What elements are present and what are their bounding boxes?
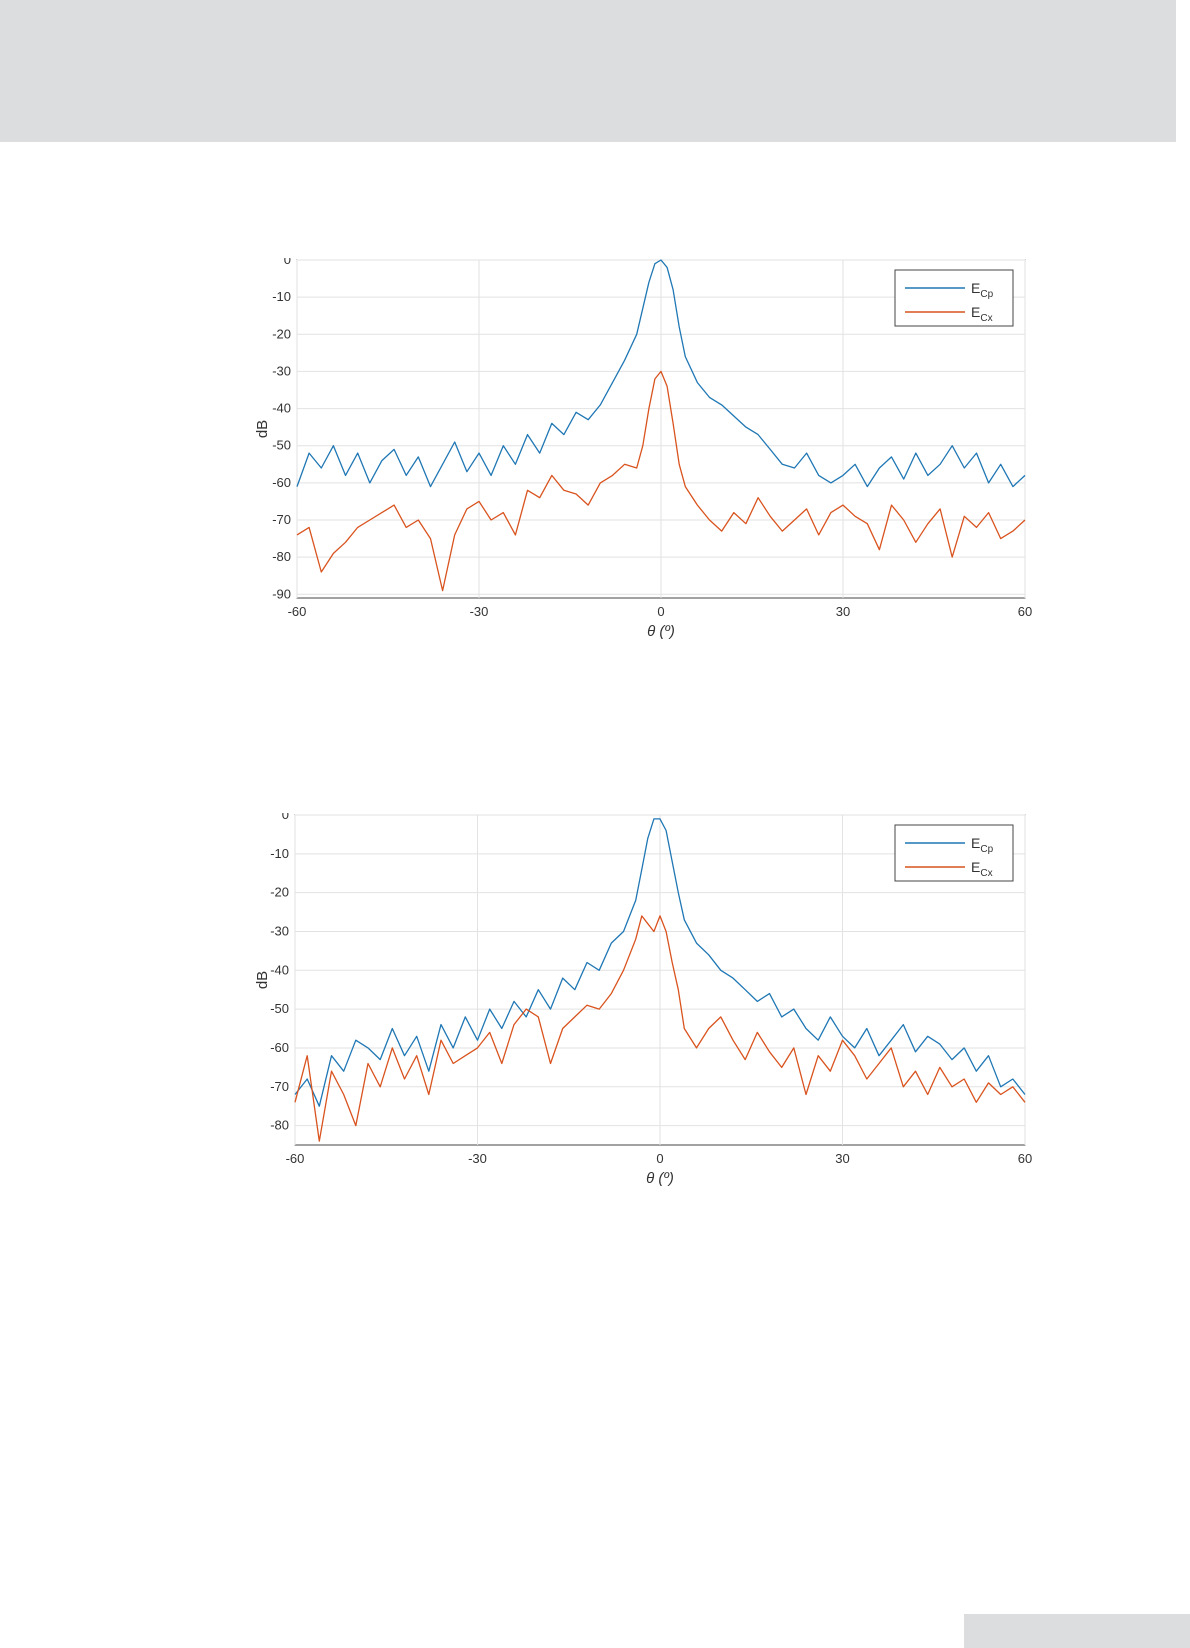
series-line-ecx	[296, 370, 1026, 592]
y-tick-label: -80	[272, 549, 291, 564]
legend-ecx-main: E	[971, 304, 980, 320]
y-tick-label: -10	[270, 846, 289, 861]
series-line-ecx	[294, 915, 1026, 1142]
header-band	[0, 0, 1176, 142]
legend: ECp ECx	[894, 269, 1014, 327]
series-layer	[296, 259, 1026, 592]
x-tick-label: 0	[656, 1151, 663, 1166]
y-tick-label: -80	[270, 1118, 289, 1133]
legend-ecx-label: ECx	[971, 859, 993, 879]
x-tick-label: -30	[470, 604, 489, 619]
xtick-layer: -60 -30 0 30 60	[288, 604, 1033, 619]
y-tick-label: -30	[272, 363, 291, 378]
legend-ecp-sub: Cp	[980, 844, 993, 855]
x-tick-label: 30	[836, 604, 850, 619]
legend-ecx-label: ECx	[971, 304, 993, 324]
x-tick-label: 0	[657, 604, 664, 619]
y-tick-label: 0	[282, 813, 289, 822]
y-tick-label: -40	[270, 962, 289, 977]
y-tick-label: -50	[272, 438, 291, 453]
x-axis-label: θ (º)	[646, 1170, 674, 1187]
x-tick-label: -30	[468, 1151, 487, 1166]
chart-bottom: 0 -10 -20 -30 -40 -50 -60 -70 -80 -60 -30 0 30 60 dB…	[254, 807, 1055, 1243]
x-tick-label: -60	[288, 604, 307, 619]
y-axis-label: dB	[255, 420, 271, 438]
y-tick-label: -40	[272, 401, 291, 416]
y-tick-label: -20	[270, 885, 289, 900]
grid-layer	[294, 814, 1026, 1145]
y-tick-label: -30	[270, 923, 289, 938]
chart-top: 0 -10 -20 -30 -40 -50 -60 -70 -80 -90 -60 -30 0 30 60…	[254, 252, 1055, 698]
legend-ecp-main: E	[971, 280, 980, 296]
x-tick-label: 60	[1018, 1151, 1032, 1166]
plot-group: 0 -10 -20 -30 -40 -50 -60 -70 -80 -60 -30 0 30 60 dB…	[254, 807, 1033, 1187]
ytick-layer: 0 -10 -20 -30 -40 -50 -60 -70 -80 -90	[272, 252, 291, 601]
y-axis-label: dB	[255, 971, 271, 989]
x-tick-label: 30	[835, 1151, 849, 1166]
legend-box	[894, 269, 1014, 327]
legend-ecp-label: ECp	[971, 835, 994, 855]
chart-bottom-svg: 0 -10 -20 -30 -40 -50 -60 -70 -80 -60 -30 0 30 60 dB…	[254, 807, 1033, 1187]
legend-ecp-sub: Cp	[980, 289, 993, 300]
y-tick-label: -10	[272, 289, 291, 304]
series-line-ecp	[294, 818, 1026, 1107]
y-tick-label: 0	[284, 258, 291, 267]
series-line-ecp	[296, 259, 1026, 488]
x-tick-label: -60	[286, 1151, 305, 1166]
chart-top-svg: 0 -10 -20 -30 -40 -50 -60 -70 -80 -90 -60 -30 0 30 60…	[254, 252, 1033, 640]
legend-ecx-main: E	[971, 859, 980, 875]
y-tick-label: -60	[272, 475, 291, 490]
legend-ecp-label: ECp	[971, 280, 994, 300]
x-tick-label: 60	[1018, 604, 1032, 619]
y-tick-label: -20	[272, 326, 291, 341]
y-tick-label: -60	[270, 1040, 289, 1055]
series-layer	[294, 818, 1026, 1142]
y-tick-label: -70	[270, 1079, 289, 1094]
plot-group: 0 -10 -20 -30 -40 -50 -60 -70 -80 -90 -60 -30 0 30 60…	[254, 252, 1033, 640]
footer-band	[964, 1614, 1190, 1648]
ytick-layer: 0 -10 -20 -30 -40 -50 -60 -70 -80	[270, 807, 289, 1133]
legend-ecx-sub: Cx	[980, 313, 992, 324]
legend-box	[894, 824, 1014, 882]
y-tick-label: -70	[272, 512, 291, 527]
legend-ecp-main: E	[971, 835, 980, 851]
y-tick-label: -50	[270, 1001, 289, 1016]
legend: ECp ECx	[894, 824, 1014, 882]
x-axis-label: θ (º)	[647, 623, 675, 640]
y-tick-label: -90	[272, 586, 291, 601]
legend-ecx-sub: Cx	[980, 868, 992, 879]
xtick-layer: -60 -30 0 30 60	[286, 1151, 1033, 1166]
